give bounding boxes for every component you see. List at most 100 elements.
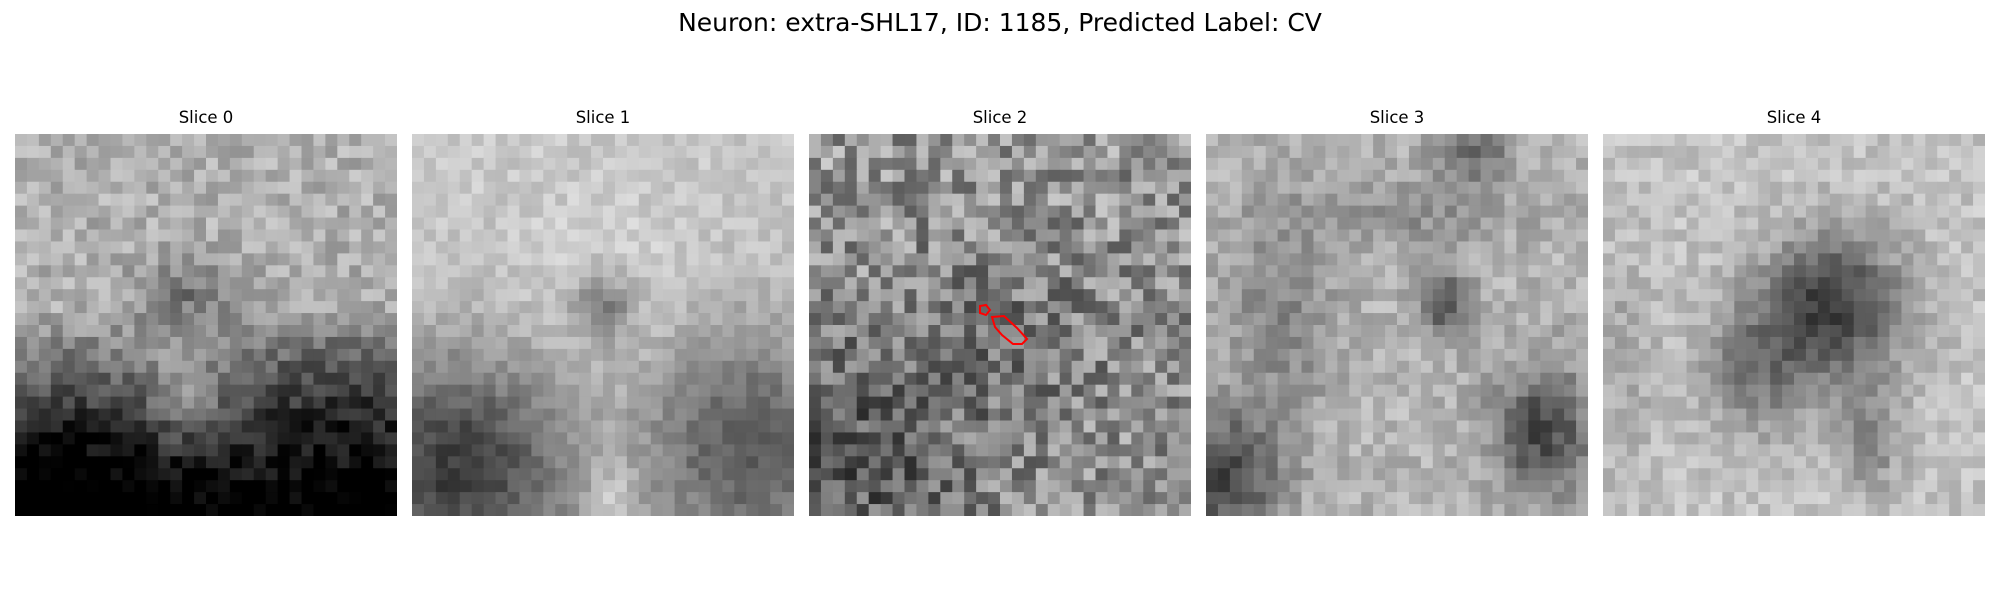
- pixel: [626, 504, 640, 516]
- pixel: [1746, 241, 1759, 254]
- pixel: [614, 241, 628, 254]
- pixel: [1492, 504, 1506, 516]
- pixel: [86, 456, 100, 469]
- pixel: [1746, 217, 1759, 231]
- pixel: [1528, 253, 1541, 266]
- pixel: [1829, 193, 1843, 207]
- pixel: [1877, 241, 1891, 254]
- pixel: [110, 217, 124, 231]
- pixel: [1564, 229, 1577, 243]
- pixel: [1913, 277, 1926, 290]
- pixel: [447, 157, 461, 171]
- pixel: [194, 253, 207, 266]
- pixel: [459, 348, 473, 362]
- pixel: [1770, 420, 1783, 434]
- pixel: [1603, 217, 1616, 231]
- pixel: [626, 408, 640, 422]
- pixel: [1167, 145, 1180, 159]
- pixel: [1817, 181, 1831, 195]
- pixel: [289, 384, 303, 398]
- pixel: [1722, 301, 1735, 314]
- pixel: [1492, 492, 1506, 505]
- pixel: [206, 145, 219, 159]
- pixel: [1083, 157, 1097, 171]
- pixel: [1011, 157, 1025, 171]
- pixel: [146, 217, 159, 231]
- pixel: [1179, 384, 1191, 398]
- pixel: [459, 229, 473, 243]
- pixel: [1325, 134, 1338, 147]
- pixel: [904, 468, 918, 481]
- pixel: [1035, 360, 1049, 374]
- pixel: [1325, 217, 1338, 231]
- pixel: [1277, 145, 1291, 159]
- pixel: [758, 468, 771, 481]
- pixel: [1973, 396, 1985, 410]
- pixel: [507, 277, 521, 290]
- pixel: [435, 396, 449, 410]
- pixel: [182, 217, 195, 231]
- pixel: [1035, 277, 1049, 290]
- pixel: [373, 253, 386, 266]
- pixel: [1289, 492, 1303, 505]
- pixel: [1337, 217, 1350, 231]
- pixel: [349, 325, 362, 338]
- pixel: [638, 301, 652, 314]
- pixel: [1734, 408, 1747, 422]
- pixel: [26, 480, 40, 493]
- pixel: [1107, 217, 1120, 231]
- pixel: [1241, 480, 1255, 493]
- pixel: [1083, 241, 1097, 254]
- pixel: [1325, 313, 1338, 326]
- pixel: [1853, 348, 1867, 362]
- pixel: [940, 456, 953, 469]
- pixel: [976, 157, 989, 171]
- pixel: [1829, 420, 1843, 434]
- pixel: [1516, 241, 1529, 254]
- pixel: [229, 432, 243, 445]
- pixel: [1492, 134, 1506, 147]
- pixel: [459, 289, 473, 302]
- pixel: [1095, 217, 1109, 231]
- pixel: [1901, 193, 1914, 207]
- pixel: [373, 205, 386, 219]
- pixel: [1746, 384, 1759, 398]
- pixel: [686, 145, 700, 159]
- pixel: [1217, 384, 1231, 398]
- pixel: [1504, 169, 1517, 183]
- pixel: [1552, 325, 1565, 338]
- pixel: [1167, 384, 1180, 398]
- pixel: [289, 157, 303, 171]
- pixel: [710, 480, 723, 493]
- pixel: [229, 444, 243, 457]
- pixel: [62, 289, 76, 302]
- pixel: [1782, 217, 1795, 231]
- pixel: [459, 360, 473, 374]
- pixel: [483, 408, 497, 422]
- pixel: [1949, 432, 1962, 445]
- pixel: [1603, 456, 1616, 469]
- pixel: [313, 229, 326, 243]
- pixel: [158, 456, 171, 469]
- pixel: [519, 420, 532, 434]
- pixel: [1626, 157, 1640, 171]
- pixel: [662, 372, 676, 386]
- pixel: [1011, 134, 1025, 147]
- pixel: [1349, 181, 1362, 195]
- pixel: [1686, 217, 1700, 231]
- pixel: [519, 480, 532, 493]
- pixel: [916, 181, 929, 195]
- pixel: [495, 313, 509, 326]
- pixel: [1289, 301, 1303, 314]
- pixel: [1889, 181, 1903, 195]
- pixel: [1420, 181, 1434, 195]
- pixel: [146, 134, 159, 147]
- pixel: [904, 480, 918, 493]
- pixel: [1337, 384, 1350, 398]
- pixel: [62, 301, 76, 314]
- pixel: [1686, 360, 1700, 374]
- pixel: [820, 408, 834, 422]
- pixel: [1131, 468, 1144, 481]
- pixel: [1253, 504, 1267, 516]
- pixel: [1662, 372, 1676, 386]
